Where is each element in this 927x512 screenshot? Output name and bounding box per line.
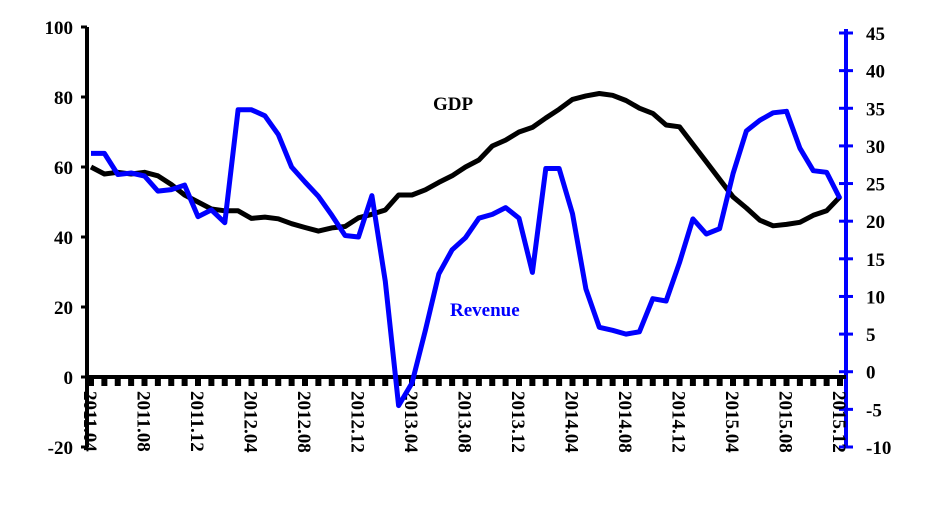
- x-axis-minor-tick: [261, 377, 268, 386]
- x-axis-minor-tick: [529, 377, 536, 386]
- left-axis-tick-label: -20: [48, 438, 73, 459]
- x-axis-minor-tick: [609, 377, 616, 386]
- x-axis-minor-tick: [475, 377, 482, 386]
- x-axis-tick-label: 2014.04: [561, 391, 582, 453]
- x-axis-minor-tick: [649, 377, 656, 386]
- x-axis-minor-tick: [435, 377, 442, 386]
- right-axis-tick-label: 40: [866, 62, 885, 83]
- x-axis-minor-tick: [743, 377, 750, 386]
- right-axis-tick-label: 15: [866, 250, 885, 271]
- x-axis-minor-tick: [181, 377, 188, 386]
- x-axis-minor-tick: [756, 377, 763, 386]
- x-axis-tick-label: 2014.12: [668, 391, 689, 453]
- x-axis-minor-tick: [355, 377, 362, 386]
- x-axis-minor-tick: [730, 377, 736, 386]
- x-axis-tick-label: 2012.12: [347, 391, 368, 453]
- x-axis-minor-tick: [770, 377, 777, 386]
- x-axis-minor-tick: [703, 377, 710, 386]
- x-axis-minor-tick: [248, 377, 255, 386]
- x-axis-tick-label: 2015.08: [775, 391, 796, 453]
- x-axis-minor-tick: [141, 377, 148, 386]
- left-axis-tick-label: 60: [54, 158, 73, 179]
- right-axis-tick-label: 25: [866, 175, 885, 196]
- x-axis-minor-tick: [195, 377, 201, 386]
- gdp-label: GDP: [433, 94, 474, 115]
- right-axis-tick-label: 35: [866, 99, 885, 120]
- x-axis-tick-label: 2012.08: [293, 391, 314, 453]
- x-axis-tick-label: 2011.12: [186, 391, 207, 452]
- x-axis-minor-tick: [783, 377, 790, 386]
- series-line-revenue: [91, 107, 843, 409]
- x-axis-tick-label: 2013.04: [400, 391, 421, 453]
- x-axis-minor-tick: [556, 377, 563, 386]
- x-axis-minor-tick: [796, 377, 803, 386]
- revenue-label: Revenue: [450, 300, 520, 321]
- x-axis-tick-label: 2014.08: [614, 391, 635, 453]
- x-axis-minor-tick: [663, 377, 670, 386]
- x-axis-minor-tick: [101, 377, 108, 386]
- right-axis-tick-label: 5: [866, 325, 876, 346]
- x-axis-minor-tick: [208, 377, 215, 386]
- left-axis-tick-label: 80: [54, 88, 73, 109]
- left-axis-tick-label: 0: [64, 368, 74, 389]
- x-axis-minor-tick: [128, 377, 135, 386]
- x-axis-minor-tick: [382, 377, 389, 386]
- x-axis-minor-tick: [235, 377, 242, 386]
- x-axis-tick-label: 2013.08: [454, 391, 475, 453]
- x-axis-tick-label: 2011.04: [79, 391, 100, 452]
- x-axis-tick-label: 2015.04: [721, 391, 742, 453]
- x-axis-minor-tick: [689, 377, 696, 386]
- x-axis-minor-tick: [288, 377, 295, 386]
- x-axis-minor-tick: [569, 377, 576, 386]
- x-axis-minor-tick: [275, 377, 282, 386]
- x-axis-minor-tick: [582, 377, 589, 386]
- right-axis-tick-label: 20: [866, 212, 885, 233]
- x-axis-minor-tick: [462, 377, 469, 386]
- right-axis-tick-label: 45: [866, 24, 885, 45]
- x-axis-minor-tick: [302, 377, 308, 386]
- x-axis-minor-tick: [315, 377, 322, 386]
- left-axis-tick-label: 100: [45, 18, 74, 39]
- x-axis-minor-tick: [502, 377, 509, 386]
- x-axis-minor-tick: [596, 377, 603, 386]
- x-axis-minor-tick: [623, 377, 629, 386]
- right-axis-tick-label: -10: [866, 438, 891, 459]
- x-axis-minor-tick: [542, 377, 549, 386]
- x-axis-minor-tick: [168, 377, 175, 386]
- x-axis-minor-tick: [837, 377, 843, 386]
- x-axis-minor-tick: [422, 377, 429, 386]
- x-axis-tick-label: 2013.12: [507, 391, 528, 453]
- left-axis-tick-label: 40: [54, 228, 73, 249]
- x-axis-minor-tick: [342, 377, 349, 386]
- x-axis-tick-label: 2011.08: [133, 391, 154, 452]
- right-axis-tick-label: 30: [866, 137, 885, 158]
- x-axis-minor-tick: [716, 377, 723, 386]
- x-axis-tick-label: 2012.04: [240, 391, 261, 453]
- x-axis-minor-tick: [328, 377, 335, 386]
- x-axis-minor-tick: [114, 377, 121, 386]
- x-axis-minor-tick: [823, 377, 830, 386]
- x-axis-minor-tick: [221, 377, 228, 386]
- x-axis-minor-tick: [88, 377, 94, 386]
- right-axis-tick-label: -5: [866, 400, 882, 421]
- x-axis-minor-tick: [810, 377, 817, 386]
- x-axis-minor-tick: [516, 377, 522, 386]
- x-axis-minor-tick: [154, 377, 161, 386]
- left-axis-tick-label: 20: [54, 298, 73, 319]
- x-axis-minor-tick: [368, 377, 375, 386]
- x-axis-tick-label: 2015.12: [828, 391, 849, 453]
- x-axis-minor-tick: [676, 377, 683, 386]
- x-axis-minor-tick: [395, 377, 402, 386]
- right-axis-tick-label: 10: [866, 287, 885, 308]
- x-axis-minor-tick: [489, 377, 496, 386]
- x-axis-minor-tick: [636, 377, 643, 386]
- right-axis-tick-label: 0: [866, 363, 876, 384]
- x-axis-minor-tick: [449, 377, 456, 386]
